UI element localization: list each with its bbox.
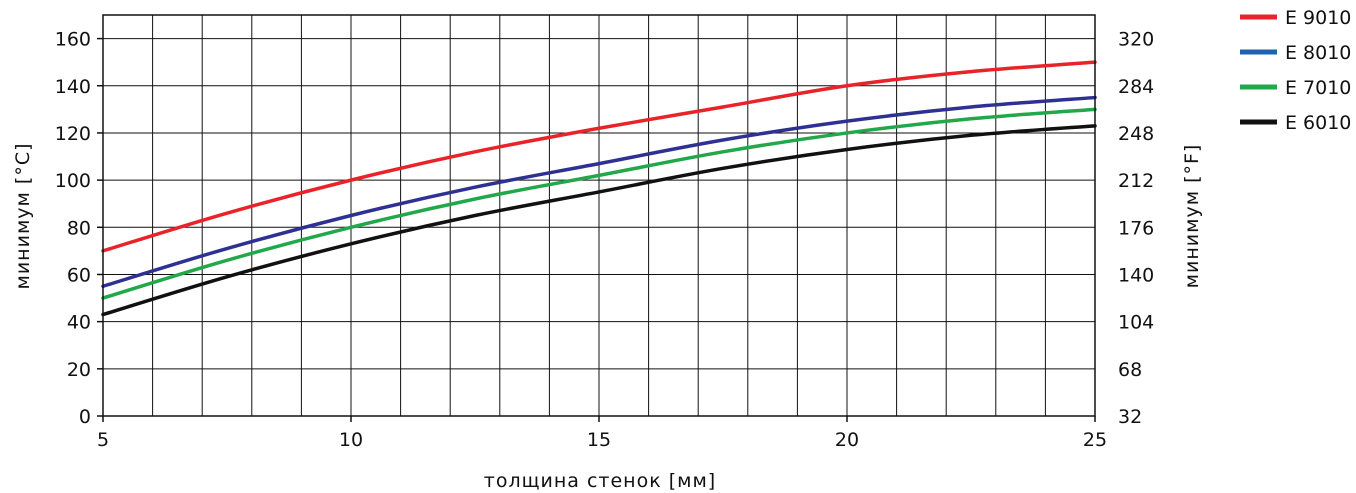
y-right-tick-label: 248 (1118, 123, 1154, 145)
y-right-tick-label: 140 (1118, 264, 1154, 286)
grid (97, 15, 1096, 422)
y-right-tick-label: 104 (1118, 312, 1154, 334)
x-axis-title: толщина стенок [мм] (484, 470, 716, 492)
y-left-tick-label: 100 (55, 170, 91, 192)
legend-label: E 9010 (1285, 7, 1351, 29)
y-right-tick-labels: 32 68 104 140 176 212 248 284 320 (1118, 29, 1154, 428)
y-left-tick-labels: 0 20 40 60 80 100 120 140 160 (55, 29, 91, 428)
x-tick-label: 5 (97, 429, 109, 451)
series-line-e-8010 (101, 95, 1097, 289)
series-line-e-9010 (101, 60, 1097, 253)
y-right-tick-label: 320 (1118, 29, 1154, 51)
x-tick-label: 15 (587, 429, 611, 451)
y-axis-title-left: минимум [°C] (12, 143, 34, 290)
legend-label: E 8010 (1285, 42, 1351, 64)
legend-label: E 6010 (1285, 112, 1351, 134)
series-line-e-7010 (101, 107, 1097, 300)
y-left-tick-label: 40 (67, 312, 91, 334)
y-left-tick-label: 120 (55, 123, 91, 145)
y-right-tick-label: 32 (1118, 406, 1142, 428)
x-tick-label: 20 (835, 429, 859, 451)
y-left-tick-label: 20 (67, 359, 91, 381)
legend-label: E 7010 (1285, 77, 1351, 99)
x-tick-label: 25 (1083, 429, 1107, 451)
legend: E 9010 E 8010 E 7010 E 6010 (1240, 7, 1351, 134)
series-line-e-6010 (101, 124, 1097, 317)
y-left-tick-label: 160 (55, 29, 91, 51)
x-tick-label: 10 (339, 429, 363, 451)
series-lines (101, 60, 1097, 317)
y-right-tick-label: 176 (1118, 217, 1154, 239)
plot-frame (102, 14, 1096, 417)
y-left-tick-label: 140 (55, 76, 91, 98)
y-right-tick-label: 68 (1118, 359, 1142, 381)
y-left-tick-label: 80 (67, 217, 91, 239)
y-right-tick-label: 212 (1118, 170, 1154, 192)
y-left-tick-label: 60 (67, 264, 91, 286)
y-left-tick-label: 0 (79, 406, 91, 428)
y-right-tick-label: 284 (1118, 76, 1154, 98)
x-tick-labels: 5 10 15 20 25 (97, 429, 1107, 451)
y-axis-title-right: минимум [°F] (1181, 144, 1203, 289)
